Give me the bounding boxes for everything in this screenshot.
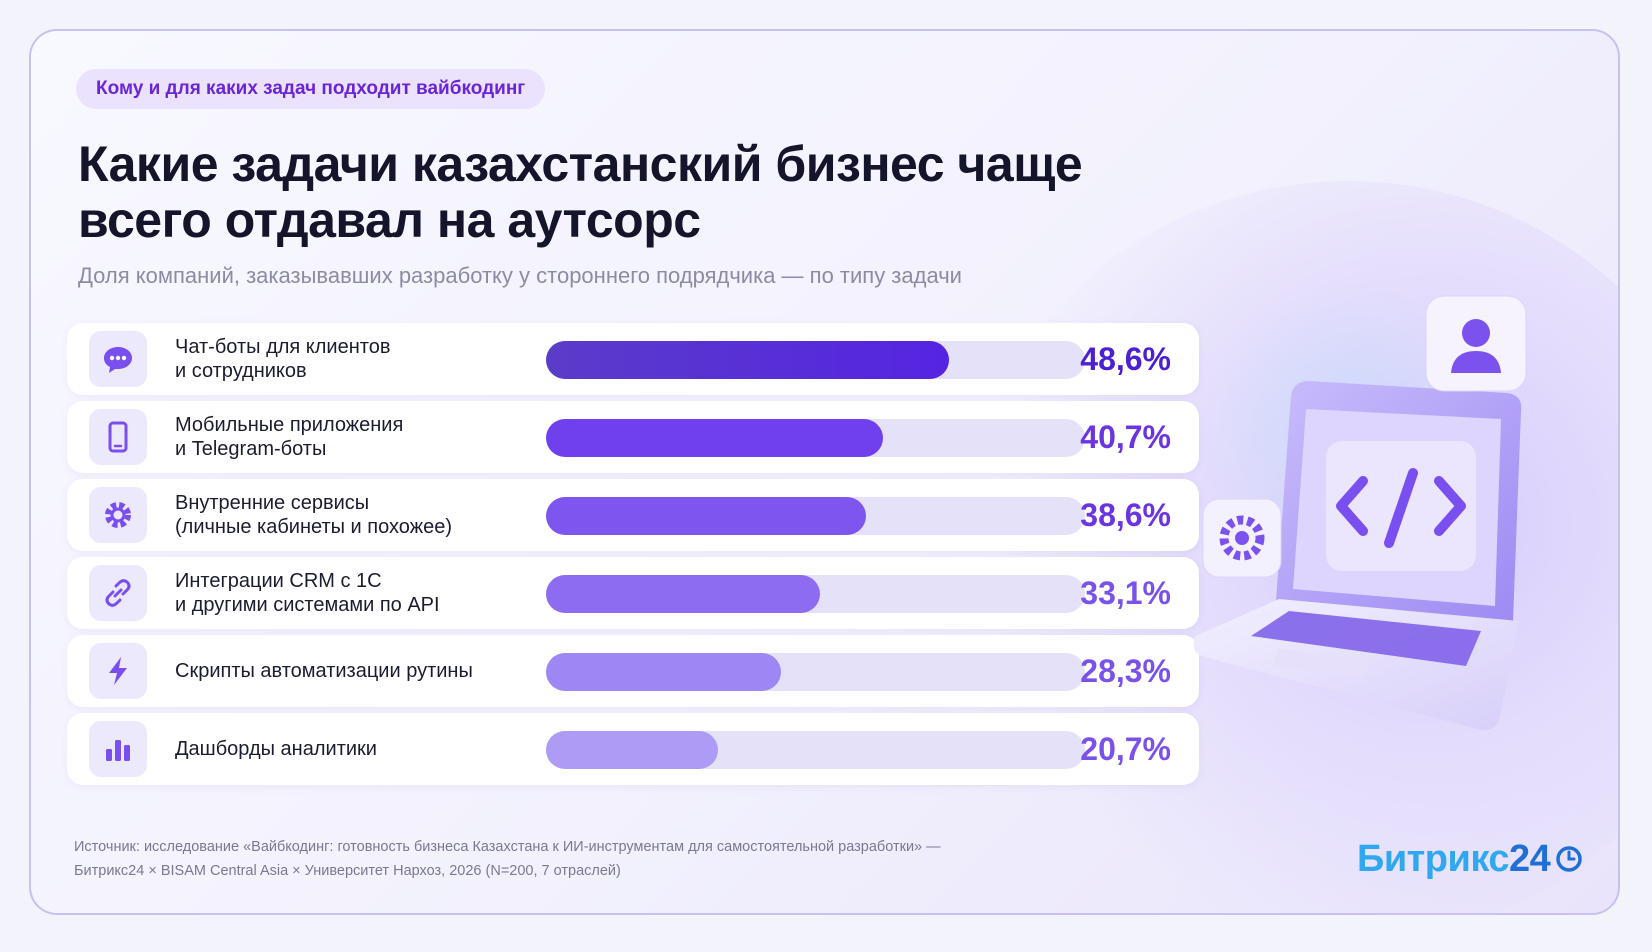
topic-tag: Кому и для каких задач подходит вайбкоди… — [76, 69, 546, 109]
bar-track — [546, 731, 1085, 769]
link-icon — [89, 565, 147, 621]
value-label: 20,7% — [1080, 731, 1171, 767]
bar-row: Дашборды аналитики 20,7% — [67, 713, 1199, 785]
bar — [546, 497, 866, 535]
laptop-illustration — [1193, 295, 1527, 730]
value-label: 33,1% — [1080, 575, 1171, 611]
gear-icon — [89, 487, 147, 543]
bar-row: Мобильные приложения и Telegram-боты 40,7… — [67, 401, 1199, 473]
code-brackets-icon — [1336, 468, 1466, 548]
infographic-card: Кому и для каких задач подходит вайбкоди… — [29, 29, 1620, 915]
bar — [546, 731, 718, 769]
bar — [546, 419, 883, 457]
bar-row: Внутренние сервисы (личные кабинеты и по… — [67, 479, 1199, 551]
source-line-1: Источник: исследование «Вайбкодинг: гото… — [74, 839, 941, 855]
bitrix24-logo: Битрикс 24 — [1357, 837, 1584, 881]
bar-track — [546, 497, 1085, 535]
bar-track — [546, 341, 1085, 379]
value-label: 40,7% — [1080, 419, 1171, 455]
lightning-icon — [89, 643, 147, 699]
logo-number: 24 — [1509, 837, 1551, 880]
bar-chart-icon — [89, 721, 147, 777]
user-icon — [1425, 295, 1527, 392]
category-label: Интеграции CRM с 1С и другими системами … — [175, 570, 440, 616]
source-note: Источник: исследование «Вайбкодинг: гото… — [74, 835, 1014, 883]
category-label: Дашборды аналитики — [175, 738, 377, 760]
value-label: 48,6% — [1080, 341, 1171, 377]
category-label: Чат-боты для клиентов и сотрудников — [175, 336, 391, 382]
page-title: Какие задачи казахстанский бизнес чаще в… — [78, 136, 1083, 248]
bar — [546, 575, 820, 613]
category-label: Внутренние сервисы (личные кабинеты и по… — [175, 492, 452, 538]
bar — [546, 341, 949, 379]
bar-track — [546, 575, 1085, 613]
value-label: 38,6% — [1080, 497, 1171, 533]
value-label: 28,3% — [1080, 653, 1171, 689]
bar-row: Интеграции CRM с 1С и другими системами … — [67, 557, 1199, 629]
bar-track — [546, 419, 1085, 457]
chat-bubble-icon — [89, 331, 147, 387]
clock-icon — [1556, 846, 1583, 872]
logo-text: Битрикс — [1357, 837, 1510, 880]
source-line-2: Битрикс24 × BISAM Central Asia × Универс… — [74, 863, 621, 879]
bar-row: Чат-боты для клиентов и сотрудников 48,6% — [67, 323, 1199, 395]
bar-row: Скрипты автоматизации рутины 28,3% — [67, 635, 1199, 707]
page-subtitle: Доля компаний, заказывавших разработку у… — [78, 263, 962, 288]
category-label: Скрипты автоматизации рутины — [175, 660, 473, 682]
gear-icon — [1202, 498, 1282, 578]
category-label: Мобильные приложения и Telegram-боты — [175, 414, 404, 460]
bar — [546, 653, 781, 691]
bar-track — [546, 653, 1085, 691]
smartphone-icon — [89, 409, 147, 465]
